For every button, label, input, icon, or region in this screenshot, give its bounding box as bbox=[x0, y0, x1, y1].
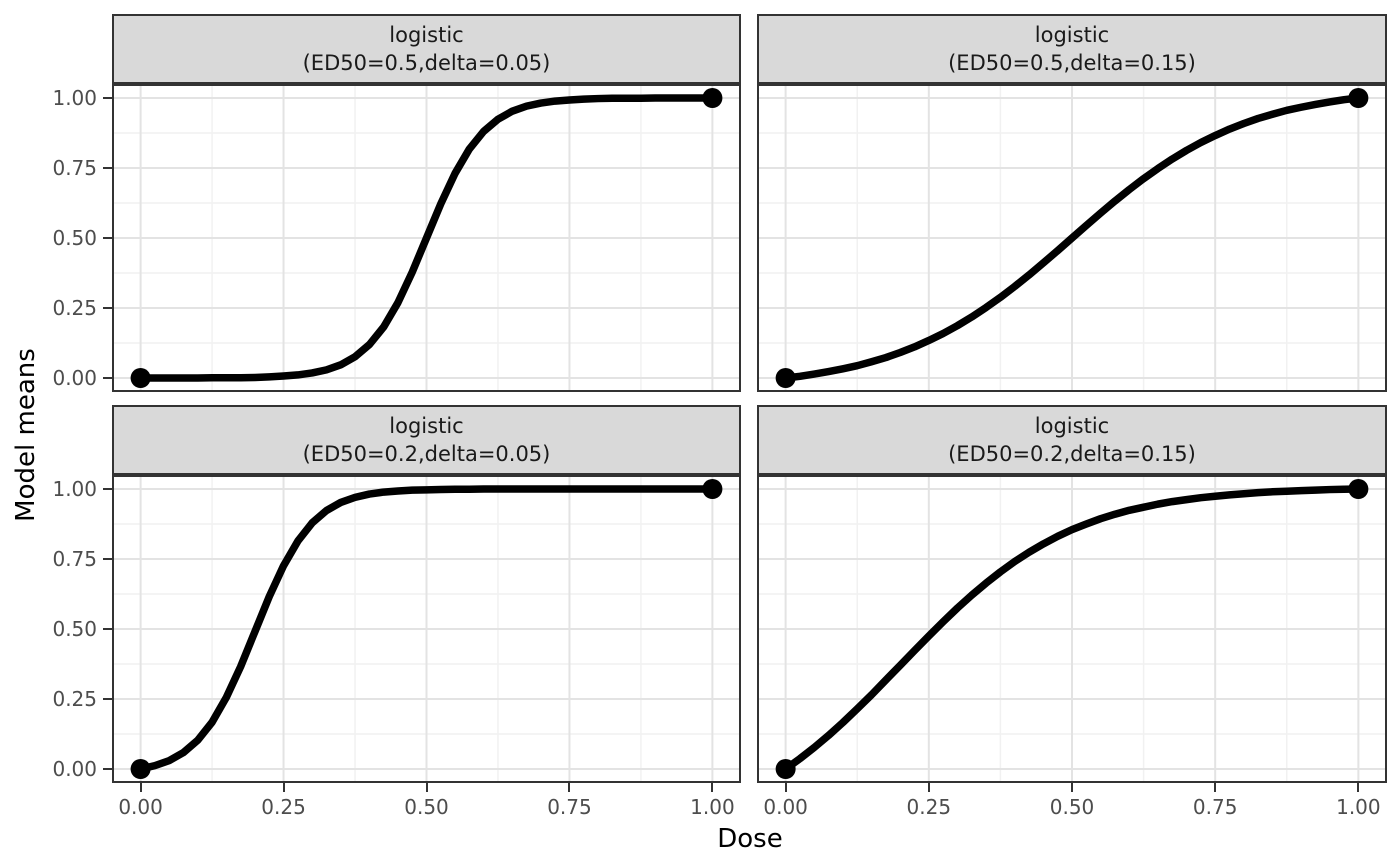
y-tick-mark bbox=[103, 97, 112, 99]
x-tick-mark bbox=[1357, 783, 1360, 792]
x-tick-label: 0.50 bbox=[404, 795, 449, 819]
y-tick-label: 0.75 bbox=[52, 156, 97, 180]
y-tick-mark bbox=[103, 628, 112, 630]
x-tick-label: 0.00 bbox=[118, 795, 163, 819]
data-point bbox=[775, 759, 796, 779]
dose-response-curve bbox=[781, 94, 1363, 382]
facet-strip-top-right: logistic (ED50=0.5,delta=0.15) bbox=[757, 14, 1387, 84]
facet-strip-bottom-left: logistic (ED50=0.2,delta=0.05) bbox=[112, 405, 741, 475]
facet-strip-bottom-right: logistic (ED50=0.2,delta=0.15) bbox=[757, 405, 1387, 475]
y-tick-mark bbox=[103, 558, 112, 560]
y-tick-label: 1.00 bbox=[52, 477, 97, 501]
panel-border bbox=[757, 84, 1387, 392]
y-tick-label: 1.00 bbox=[52, 86, 97, 110]
y-tick-mark bbox=[103, 237, 112, 239]
x-tick-label: 1.00 bbox=[1336, 795, 1381, 819]
x-tick-mark bbox=[927, 783, 930, 792]
facet-strip-params-label: (ED50=0.2,delta=0.15) bbox=[948, 442, 1196, 466]
dose-response-curve bbox=[136, 485, 717, 773]
y-tick-mark bbox=[103, 377, 112, 379]
x-tick-mark bbox=[711, 783, 714, 792]
x-tick-mark bbox=[425, 783, 428, 792]
facet-panel-top-right bbox=[757, 84, 1387, 392]
x-axis-title: Dose bbox=[717, 824, 783, 854]
x-tick-label: 1.00 bbox=[690, 795, 735, 819]
facet-strip-params-label: (ED50=0.2,delta=0.05) bbox=[302, 442, 551, 466]
y-tick-mark bbox=[103, 307, 112, 309]
x-tick-mark bbox=[1071, 783, 1073, 792]
x-tick-mark bbox=[1214, 783, 1217, 792]
y-tick-mark bbox=[103, 768, 112, 770]
data-point bbox=[1348, 479, 1369, 499]
y-axis-title: Model means bbox=[11, 348, 41, 522]
y-tick-label: 0.75 bbox=[52, 547, 97, 571]
data-point bbox=[130, 759, 151, 779]
data-point bbox=[1348, 88, 1369, 108]
data-point bbox=[702, 88, 723, 108]
dose-response-curve bbox=[781, 485, 1363, 773]
x-tick-mark bbox=[784, 783, 787, 792]
x-tick-mark bbox=[568, 783, 571, 792]
data-point bbox=[702, 479, 723, 499]
facet-panel-bottom-right bbox=[757, 475, 1387, 783]
panel-border bbox=[757, 475, 1387, 783]
y-tick-label: 0.25 bbox=[52, 296, 97, 320]
y-tick-label: 0.25 bbox=[52, 687, 97, 711]
facet-strip-top-left: logistic (ED50=0.5,delta=0.05) bbox=[112, 14, 741, 84]
x-tick-label: 0.25 bbox=[906, 795, 952, 819]
y-tick-mark bbox=[103, 698, 112, 700]
x-tick-label: 0.75 bbox=[547, 795, 592, 819]
data-point bbox=[130, 368, 151, 388]
dose-response-curve bbox=[136, 94, 717, 382]
panel-border bbox=[112, 475, 741, 783]
panel-border bbox=[112, 84, 741, 392]
facet-strip-model-label: logistic bbox=[1034, 414, 1110, 438]
facet-strip-params-label: (ED50=0.5,delta=0.15) bbox=[948, 51, 1196, 75]
x-tick-mark bbox=[139, 783, 142, 792]
x-tick-label: 0.25 bbox=[261, 795, 306, 819]
data-point bbox=[775, 368, 796, 388]
y-tick-mark bbox=[103, 167, 112, 169]
facet-strip-model-label: logistic bbox=[389, 23, 464, 47]
x-tick-label: 0.00 bbox=[763, 795, 808, 819]
facet-panel-bottom-left bbox=[112, 475, 741, 783]
facet-strip-model-label: logistic bbox=[389, 414, 464, 438]
facet-strip-params-label: (ED50=0.5,delta=0.05) bbox=[302, 51, 551, 75]
facet-strip-model-label: logistic bbox=[1034, 23, 1110, 47]
y-tick-mark bbox=[103, 488, 112, 490]
x-tick-label: 0.75 bbox=[1192, 795, 1238, 819]
y-tick-label: 0.50 bbox=[52, 226, 97, 250]
x-tick-mark bbox=[282, 783, 285, 792]
x-tick-label: 0.50 bbox=[1049, 795, 1095, 819]
y-tick-label: 0.50 bbox=[52, 617, 97, 641]
y-tick-label: 0.00 bbox=[52, 757, 97, 781]
y-tick-label: 0.00 bbox=[52, 366, 97, 390]
facet-panel-top-left bbox=[112, 84, 741, 392]
